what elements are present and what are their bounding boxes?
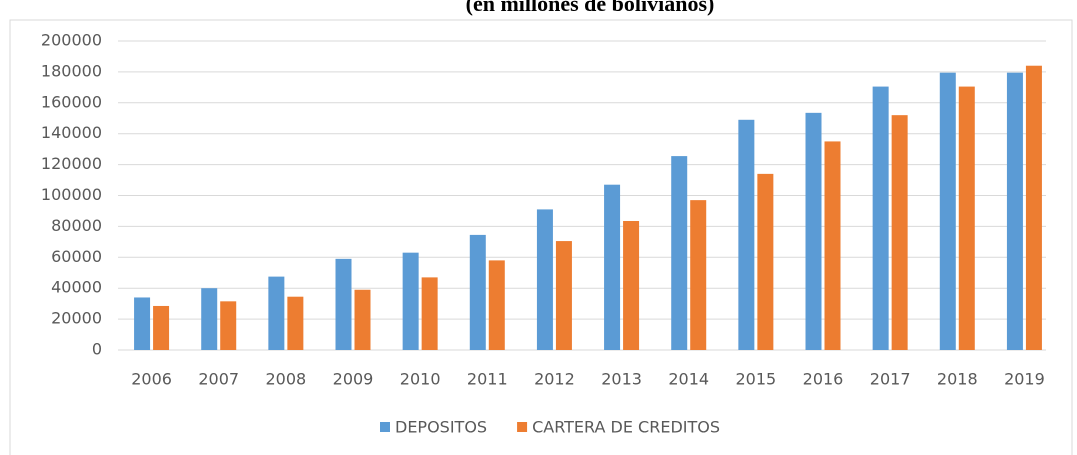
bar <box>354 289 371 350</box>
y-tick-label: 200000 <box>41 31 102 50</box>
x-tick-label: 2017 <box>870 370 911 389</box>
bar <box>134 297 151 350</box>
bar <box>824 141 841 350</box>
chart-border <box>9 19 1073 455</box>
bar <box>738 119 755 350</box>
x-tick-label: 2014 <box>668 370 709 389</box>
bar <box>201 288 218 350</box>
bar <box>153 305 170 350</box>
x-tick-label: 2012 <box>534 370 575 389</box>
x-tick-label: 2015 <box>735 370 776 389</box>
x-tick-label: 2016 <box>803 370 844 389</box>
legend-label: CARTERA DE CREDITOS <box>532 418 720 437</box>
y-tick-label: 120000 <box>41 154 102 173</box>
y-tick-label: 140000 <box>41 123 102 142</box>
x-tick-label: 2019 <box>1004 370 1045 389</box>
y-tick-label: 180000 <box>41 61 102 80</box>
x-tick-label: 2006 <box>131 370 172 389</box>
bar <box>690 200 707 350</box>
y-tick-label: 40000 <box>51 278 102 297</box>
bar <box>891 115 908 350</box>
legend-swatch <box>517 422 528 432</box>
x-tick-label: 2011 <box>467 370 508 389</box>
y-tick-label: 0 <box>92 340 102 359</box>
bar <box>671 156 688 350</box>
x-tick-label: 2018 <box>937 370 978 389</box>
bar <box>604 184 621 350</box>
bar <box>1006 72 1023 351</box>
bar <box>958 86 975 350</box>
bar <box>421 277 438 350</box>
y-tick-label: 80000 <box>51 216 102 235</box>
bar <box>268 276 285 350</box>
bar <box>287 296 304 350</box>
bar <box>555 241 572 350</box>
legend-swatch <box>380 422 390 432</box>
bar <box>488 260 505 350</box>
bar <box>335 258 352 350</box>
y-tick-label: 160000 <box>41 92 102 111</box>
bar <box>623 220 640 350</box>
y-tick-label: 20000 <box>51 309 102 328</box>
bar <box>757 173 774 350</box>
x-tick-label: 2008 <box>265 370 306 389</box>
bar <box>402 252 419 350</box>
bar <box>939 72 956 351</box>
bar <box>536 209 553 350</box>
bar <box>220 301 237 350</box>
x-tick-label: 2007 <box>198 370 239 389</box>
bar <box>805 112 822 350</box>
y-tick-label: 60000 <box>51 247 102 266</box>
bar <box>469 234 486 350</box>
x-tick-label: 2009 <box>333 370 374 389</box>
bar <box>872 86 889 350</box>
x-tick-label: 2010 <box>400 370 441 389</box>
legend-label: DEPOSITOS <box>395 418 487 437</box>
bar <box>1025 65 1042 350</box>
y-tick-label: 100000 <box>41 185 102 204</box>
x-tick-label: 2013 <box>601 370 642 389</box>
chart-title: (en millones de bolivianos) <box>466 0 715 16</box>
